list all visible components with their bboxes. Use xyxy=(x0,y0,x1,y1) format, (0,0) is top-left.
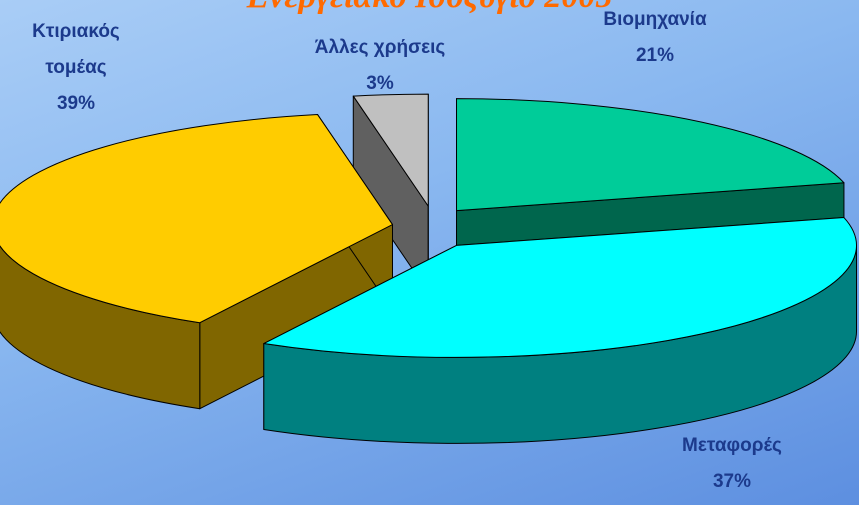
value-label: 37% xyxy=(712,471,752,492)
slice-label: Βιομηχανία 21% xyxy=(603,2,706,74)
slice xyxy=(263,217,858,358)
slice-label: Κτιριακός τομέας 39% xyxy=(11,14,141,122)
chart-title: Ενεργειακό Ισοζύγιο 2005 xyxy=(0,0,859,16)
category-label: Μεταφορές xyxy=(682,435,782,456)
value-label: 21% xyxy=(635,45,675,66)
slice xyxy=(456,98,845,212)
slice xyxy=(352,93,429,207)
category-label: Κτιριακός τομέας xyxy=(32,21,120,78)
category-label: Άλλες χρήσεις xyxy=(314,37,446,58)
category-label: Βιομηχανία xyxy=(603,9,707,30)
slice-label: Μεταφορές 37% xyxy=(682,428,782,500)
value-label: 39% xyxy=(56,93,96,114)
slice-label: Άλλες χρήσεις 3% xyxy=(315,30,446,102)
value-label: 3% xyxy=(366,73,394,94)
slice xyxy=(0,114,393,324)
